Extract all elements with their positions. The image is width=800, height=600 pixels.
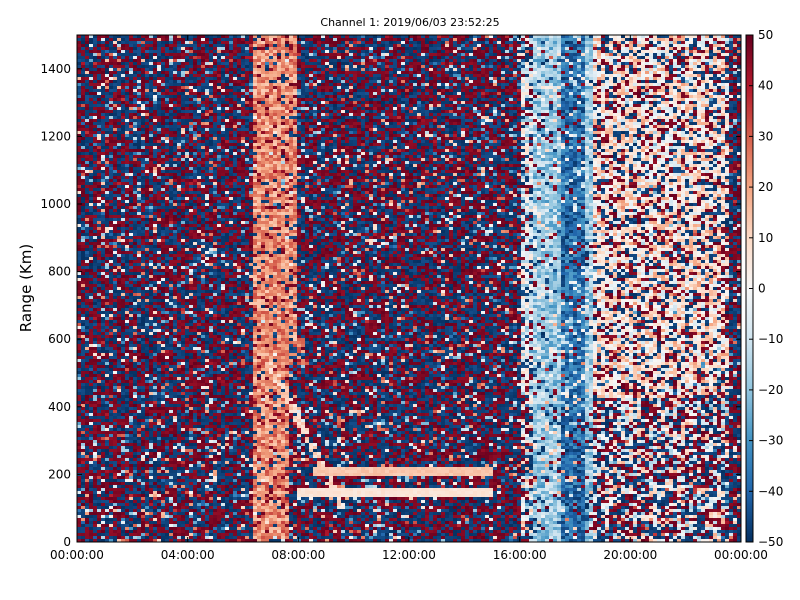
x-tick-label: 00:00:00 <box>714 548 768 562</box>
chart-title: Channel 1: 2019/06/03 23:52:25 <box>320 16 499 29</box>
x-axis: 00:00:00 04:00:00 08:00:00 12:00:00 16:00:00… <box>50 35 768 562</box>
y-axis: 0 200 400 600 800 1000 1200 1400 <box>40 62 741 549</box>
y-tick-label: 200 <box>48 467 71 481</box>
colorbar-tick-label: 50 <box>758 28 773 42</box>
colorbar-tick-label: −50 <box>758 535 783 549</box>
y-axis-label: Range (Km) <box>17 244 35 332</box>
y-tick-label: 1000 <box>40 197 71 211</box>
y-tick-label: 1200 <box>40 129 71 143</box>
x-tick-label: 20:00:00 <box>603 548 657 562</box>
colorbar-tick-label: −40 <box>758 484 783 498</box>
plot-frame <box>76 34 742 543</box>
y-tick-label: 0 <box>63 535 71 549</box>
y-tick-label: 400 <box>48 400 71 414</box>
colorbar-tick-label: 40 <box>758 79 773 93</box>
colorbar-axis: 50 40 30 20 10 0 −10 −20 −30 −40 −50 <box>749 28 783 549</box>
x-tick-label: 12:00:00 <box>382 548 436 562</box>
y-tick-label: 800 <box>48 265 71 279</box>
y-tick-label: 600 <box>48 332 71 346</box>
heatmap-image <box>77 35 741 542</box>
colorbar-tick-label: 20 <box>758 180 773 194</box>
x-tick-label: 16:00:00 <box>493 548 547 562</box>
colorbar-tick-label: 10 <box>758 231 773 245</box>
x-tick-label: 04:00:00 <box>161 548 215 562</box>
x-tick-label: 08:00:00 <box>271 548 325 562</box>
colorbar-tick-label: 30 <box>758 129 773 143</box>
colorbar-tick-label: −20 <box>758 383 783 397</box>
y-tick-label: 1400 <box>40 62 71 76</box>
x-tick-label: 00:00:00 <box>50 548 104 562</box>
colorbar-tick-label: 0 <box>758 282 766 296</box>
colorbar-tick-label: −30 <box>758 434 783 448</box>
colorbar-tick-label: −10 <box>758 332 783 346</box>
